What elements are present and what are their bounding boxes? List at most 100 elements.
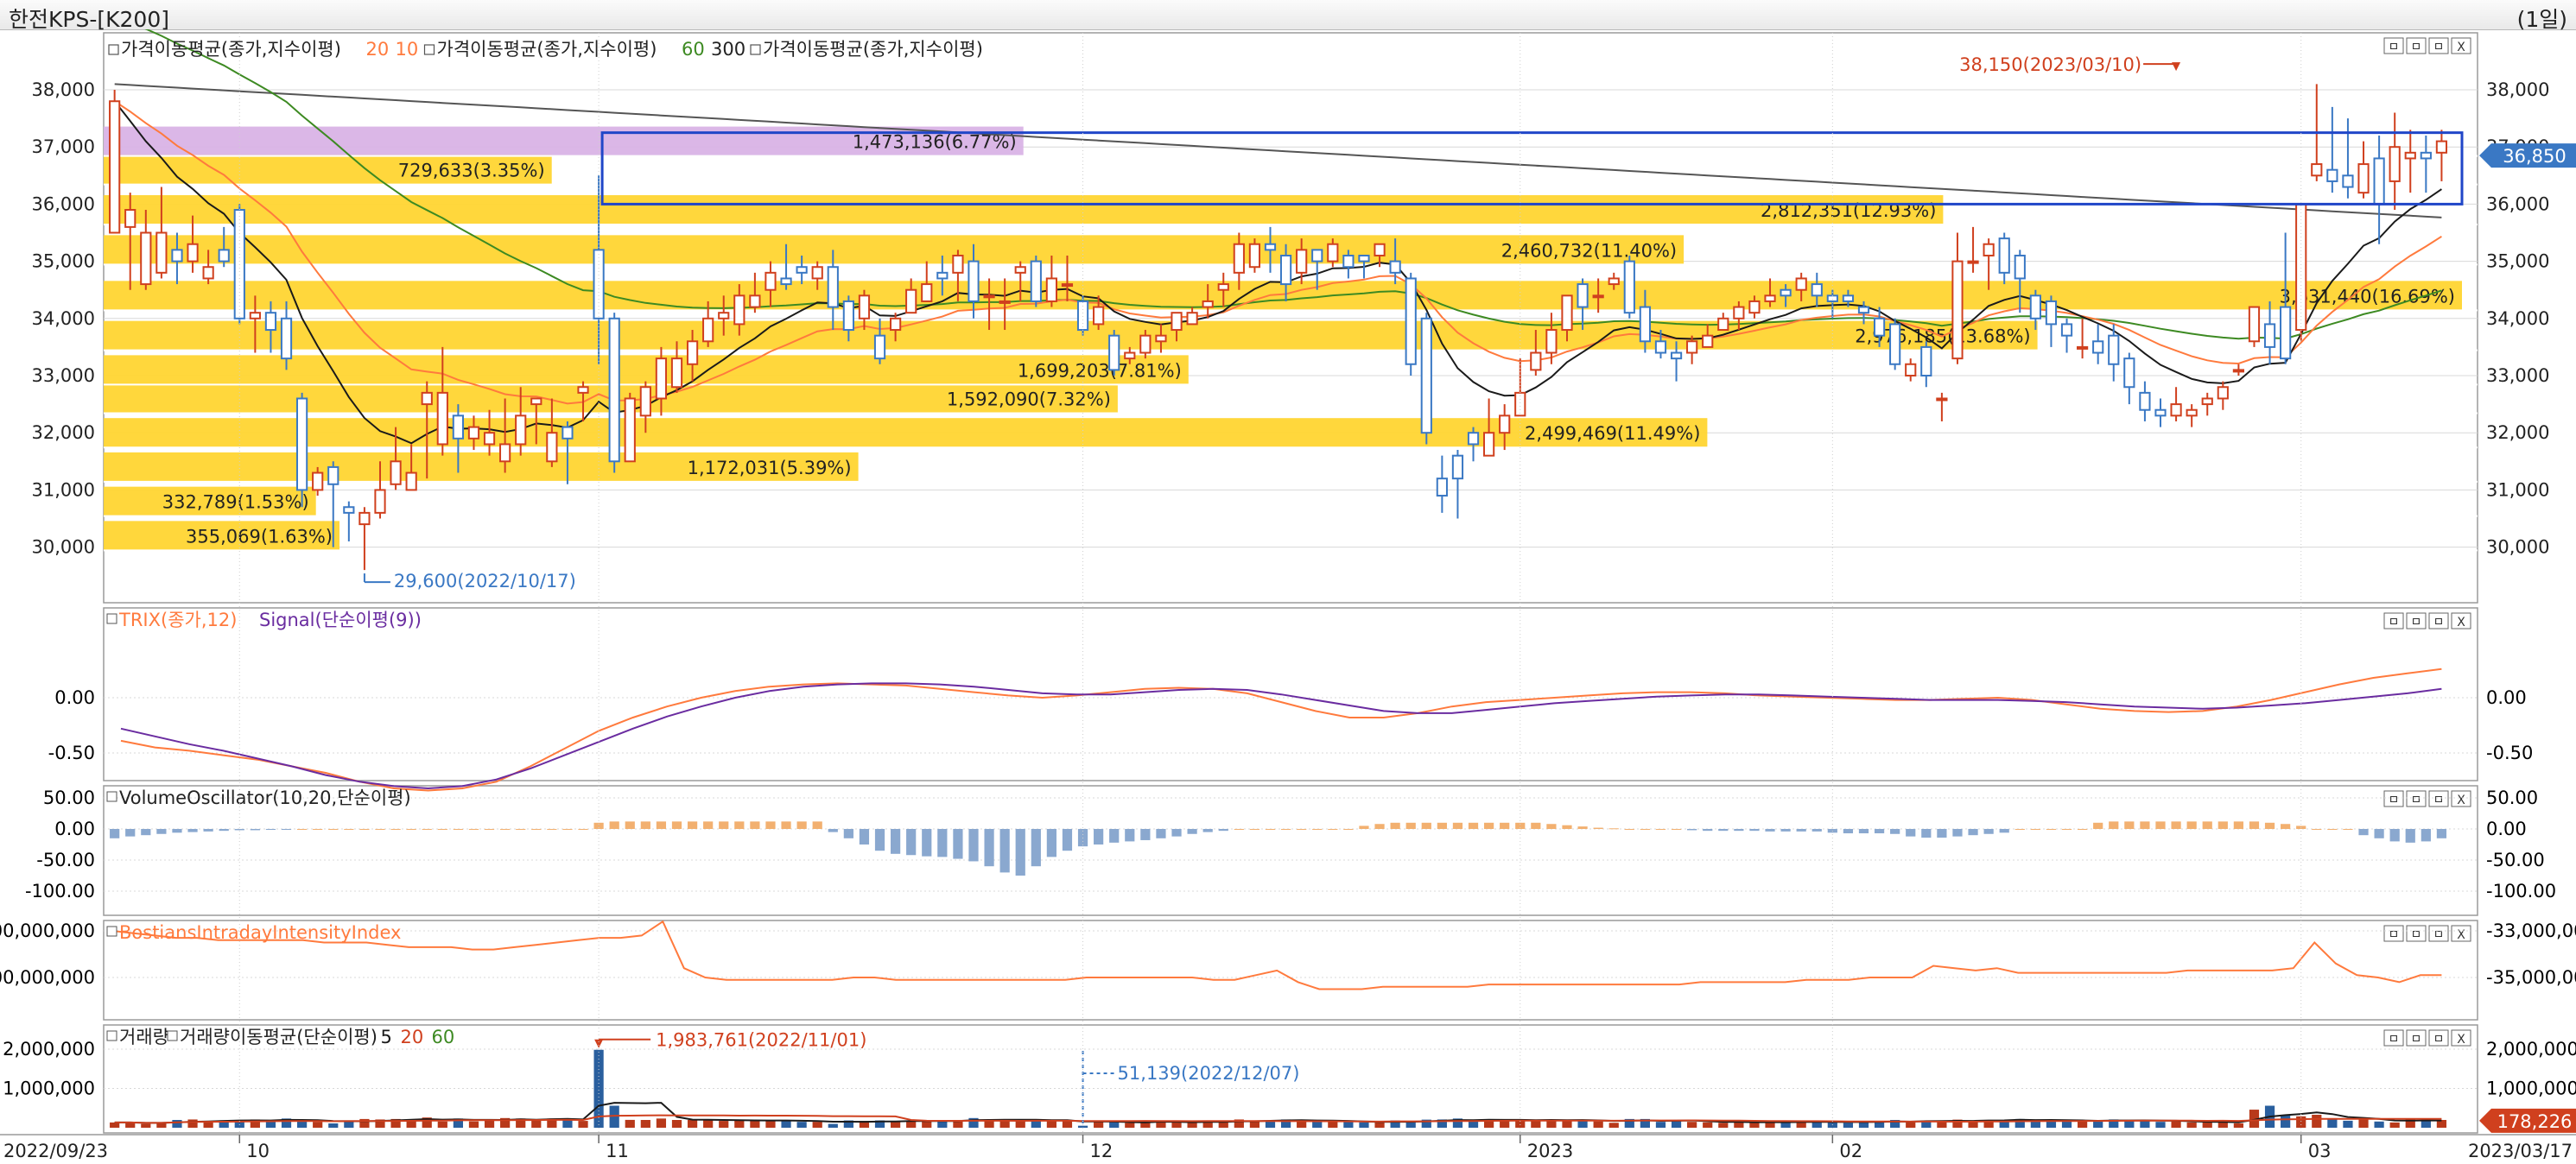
candle-body[interactable] [2029, 294, 2041, 319]
candle-body[interactable] [1733, 306, 1745, 319]
candle-body[interactable] [2201, 397, 2213, 406]
candle-body[interactable] [1436, 478, 1448, 497]
period-indicator[interactable]: (1일) [2516, 7, 2567, 32]
candle-body[interactable] [1608, 277, 1620, 286]
candle-body[interactable] [1451, 454, 1464, 480]
candle-body[interactable] [2435, 140, 2448, 154]
candle-body[interactable] [1842, 294, 1855, 302]
candle-body[interactable] [2076, 345, 2089, 350]
candle-body[interactable] [1748, 300, 1761, 314]
candle-body[interactable] [2326, 168, 2338, 182]
candle-body[interactable] [249, 312, 261, 319]
candle-body[interactable] [1202, 300, 1214, 308]
candle-body[interactable] [1905, 363, 1917, 377]
candle-body[interactable] [1670, 351, 1683, 360]
legend-box-icon[interactable] [106, 926, 117, 937]
candle-body[interactable] [1764, 294, 1776, 302]
candle-body[interactable] [780, 277, 792, 286]
candle-body[interactable] [264, 312, 277, 332]
candle-body[interactable] [1296, 249, 1308, 274]
candle-body[interactable] [499, 443, 511, 463]
candle-body[interactable] [765, 271, 777, 291]
candle-body[interactable] [1499, 414, 1511, 434]
candle-body[interactable] [2420, 151, 2432, 160]
candle-body[interactable] [1920, 345, 1932, 376]
candle-body[interactable] [1717, 317, 1729, 332]
candle-body[interactable] [577, 386, 589, 394]
candle-body[interactable] [1795, 277, 1807, 291]
candle-body[interactable] [858, 294, 871, 319]
legend-box-icon[interactable] [750, 44, 761, 55]
candle-body[interactable] [2373, 157, 2385, 206]
minimize-icon[interactable] [2383, 612, 2404, 629]
candle-body[interactable] [1374, 243, 1386, 256]
minimize-icon[interactable] [2383, 790, 2404, 807]
candle-body[interactable] [109, 100, 121, 234]
candle-body[interactable] [2060, 323, 2073, 337]
candle-body[interactable] [624, 397, 636, 463]
price-range-box[interactable] [600, 131, 2464, 206]
candle-body[interactable] [2404, 151, 2416, 160]
legend-box-icon[interactable] [423, 44, 435, 55]
candle-body[interactable] [390, 460, 402, 485]
candle-body[interactable] [1045, 277, 1057, 302]
candle-body[interactable] [905, 288, 917, 314]
candle-body[interactable] [2280, 306, 2292, 360]
candle-body[interactable] [608, 317, 620, 463]
candle-body[interactable] [952, 254, 964, 274]
candle-body[interactable] [2186, 408, 2198, 417]
candle-body[interactable] [2232, 369, 2244, 373]
volume-panel[interactable] [103, 1024, 2478, 1134]
candle-body[interactable] [1186, 312, 1198, 326]
close-icon[interactable] [2451, 612, 2471, 629]
candle-body[interactable] [530, 397, 542, 406]
minimize-icon[interactable] [2406, 925, 2427, 942]
candle-body[interactable] [1482, 432, 1495, 457]
candle-body[interactable] [312, 471, 324, 491]
legend-box-icon[interactable] [108, 44, 119, 55]
candle-body[interactable] [515, 414, 527, 446]
candle-body[interactable] [718, 312, 730, 319]
maximize-icon[interactable] [2428, 790, 2449, 807]
legend-box-icon[interactable] [167, 1030, 178, 1041]
candle-body[interactable] [562, 426, 574, 440]
close-icon[interactable] [2451, 1029, 2471, 1047]
candle-body[interactable] [358, 511, 371, 526]
price-panel[interactable] [103, 32, 2478, 604]
candle-body[interactable] [155, 231, 168, 274]
candle-body[interactable] [1014, 266, 1026, 274]
legend-box-icon[interactable] [106, 791, 117, 802]
candle-body[interactable] [811, 266, 823, 280]
maximize-icon[interactable] [2428, 612, 2449, 629]
candle-body[interactable] [452, 414, 464, 440]
candle-body[interactable] [2311, 163, 2323, 177]
candle-body[interactable] [1233, 243, 1245, 274]
chart-canvas[interactable]: 38,00038,00037,00037,00036,00036,00035,0… [0, 29, 2576, 1164]
candle-body[interactable] [686, 340, 699, 365]
volume-legend[interactable]: 거래량 [119, 1027, 169, 1047]
candle-body[interactable] [1889, 323, 1901, 365]
candle-body[interactable] [2170, 403, 2182, 417]
candle-body[interactable] [1686, 340, 1698, 354]
candle-body[interactable] [1857, 306, 1870, 314]
price-legend-item[interactable]: 가격이동평균(종가,지수이평) [437, 39, 657, 60]
bii-legend[interactable]: BostiansIntradayIntensityIndex [119, 922, 401, 943]
candle-body[interactable] [2139, 391, 2151, 411]
trix-panel[interactable] [103, 607, 2478, 781]
candle-body[interactable] [1873, 317, 1886, 337]
candle-body[interactable] [1076, 300, 1089, 332]
candle-body[interactable] [171, 249, 183, 263]
candle-body[interactable] [999, 300, 1011, 304]
candle-body[interactable] [1248, 243, 1261, 269]
volume-ma-param[interactable]: 60 [432, 1027, 455, 1047]
candle-body[interactable] [124, 209, 136, 228]
candle-body[interactable] [827, 266, 839, 308]
close-icon[interactable] [2451, 925, 2471, 942]
legend-box-icon[interactable] [106, 1030, 117, 1041]
price-legend-item[interactable]: 60 [682, 39, 705, 60]
minimize-icon[interactable] [2383, 37, 2404, 54]
candle-body[interactable] [1702, 334, 1714, 348]
price-legend-item[interactable]: 20 [366, 39, 390, 60]
candle-body[interactable] [2248, 306, 2261, 343]
candle-body[interactable] [968, 260, 980, 302]
